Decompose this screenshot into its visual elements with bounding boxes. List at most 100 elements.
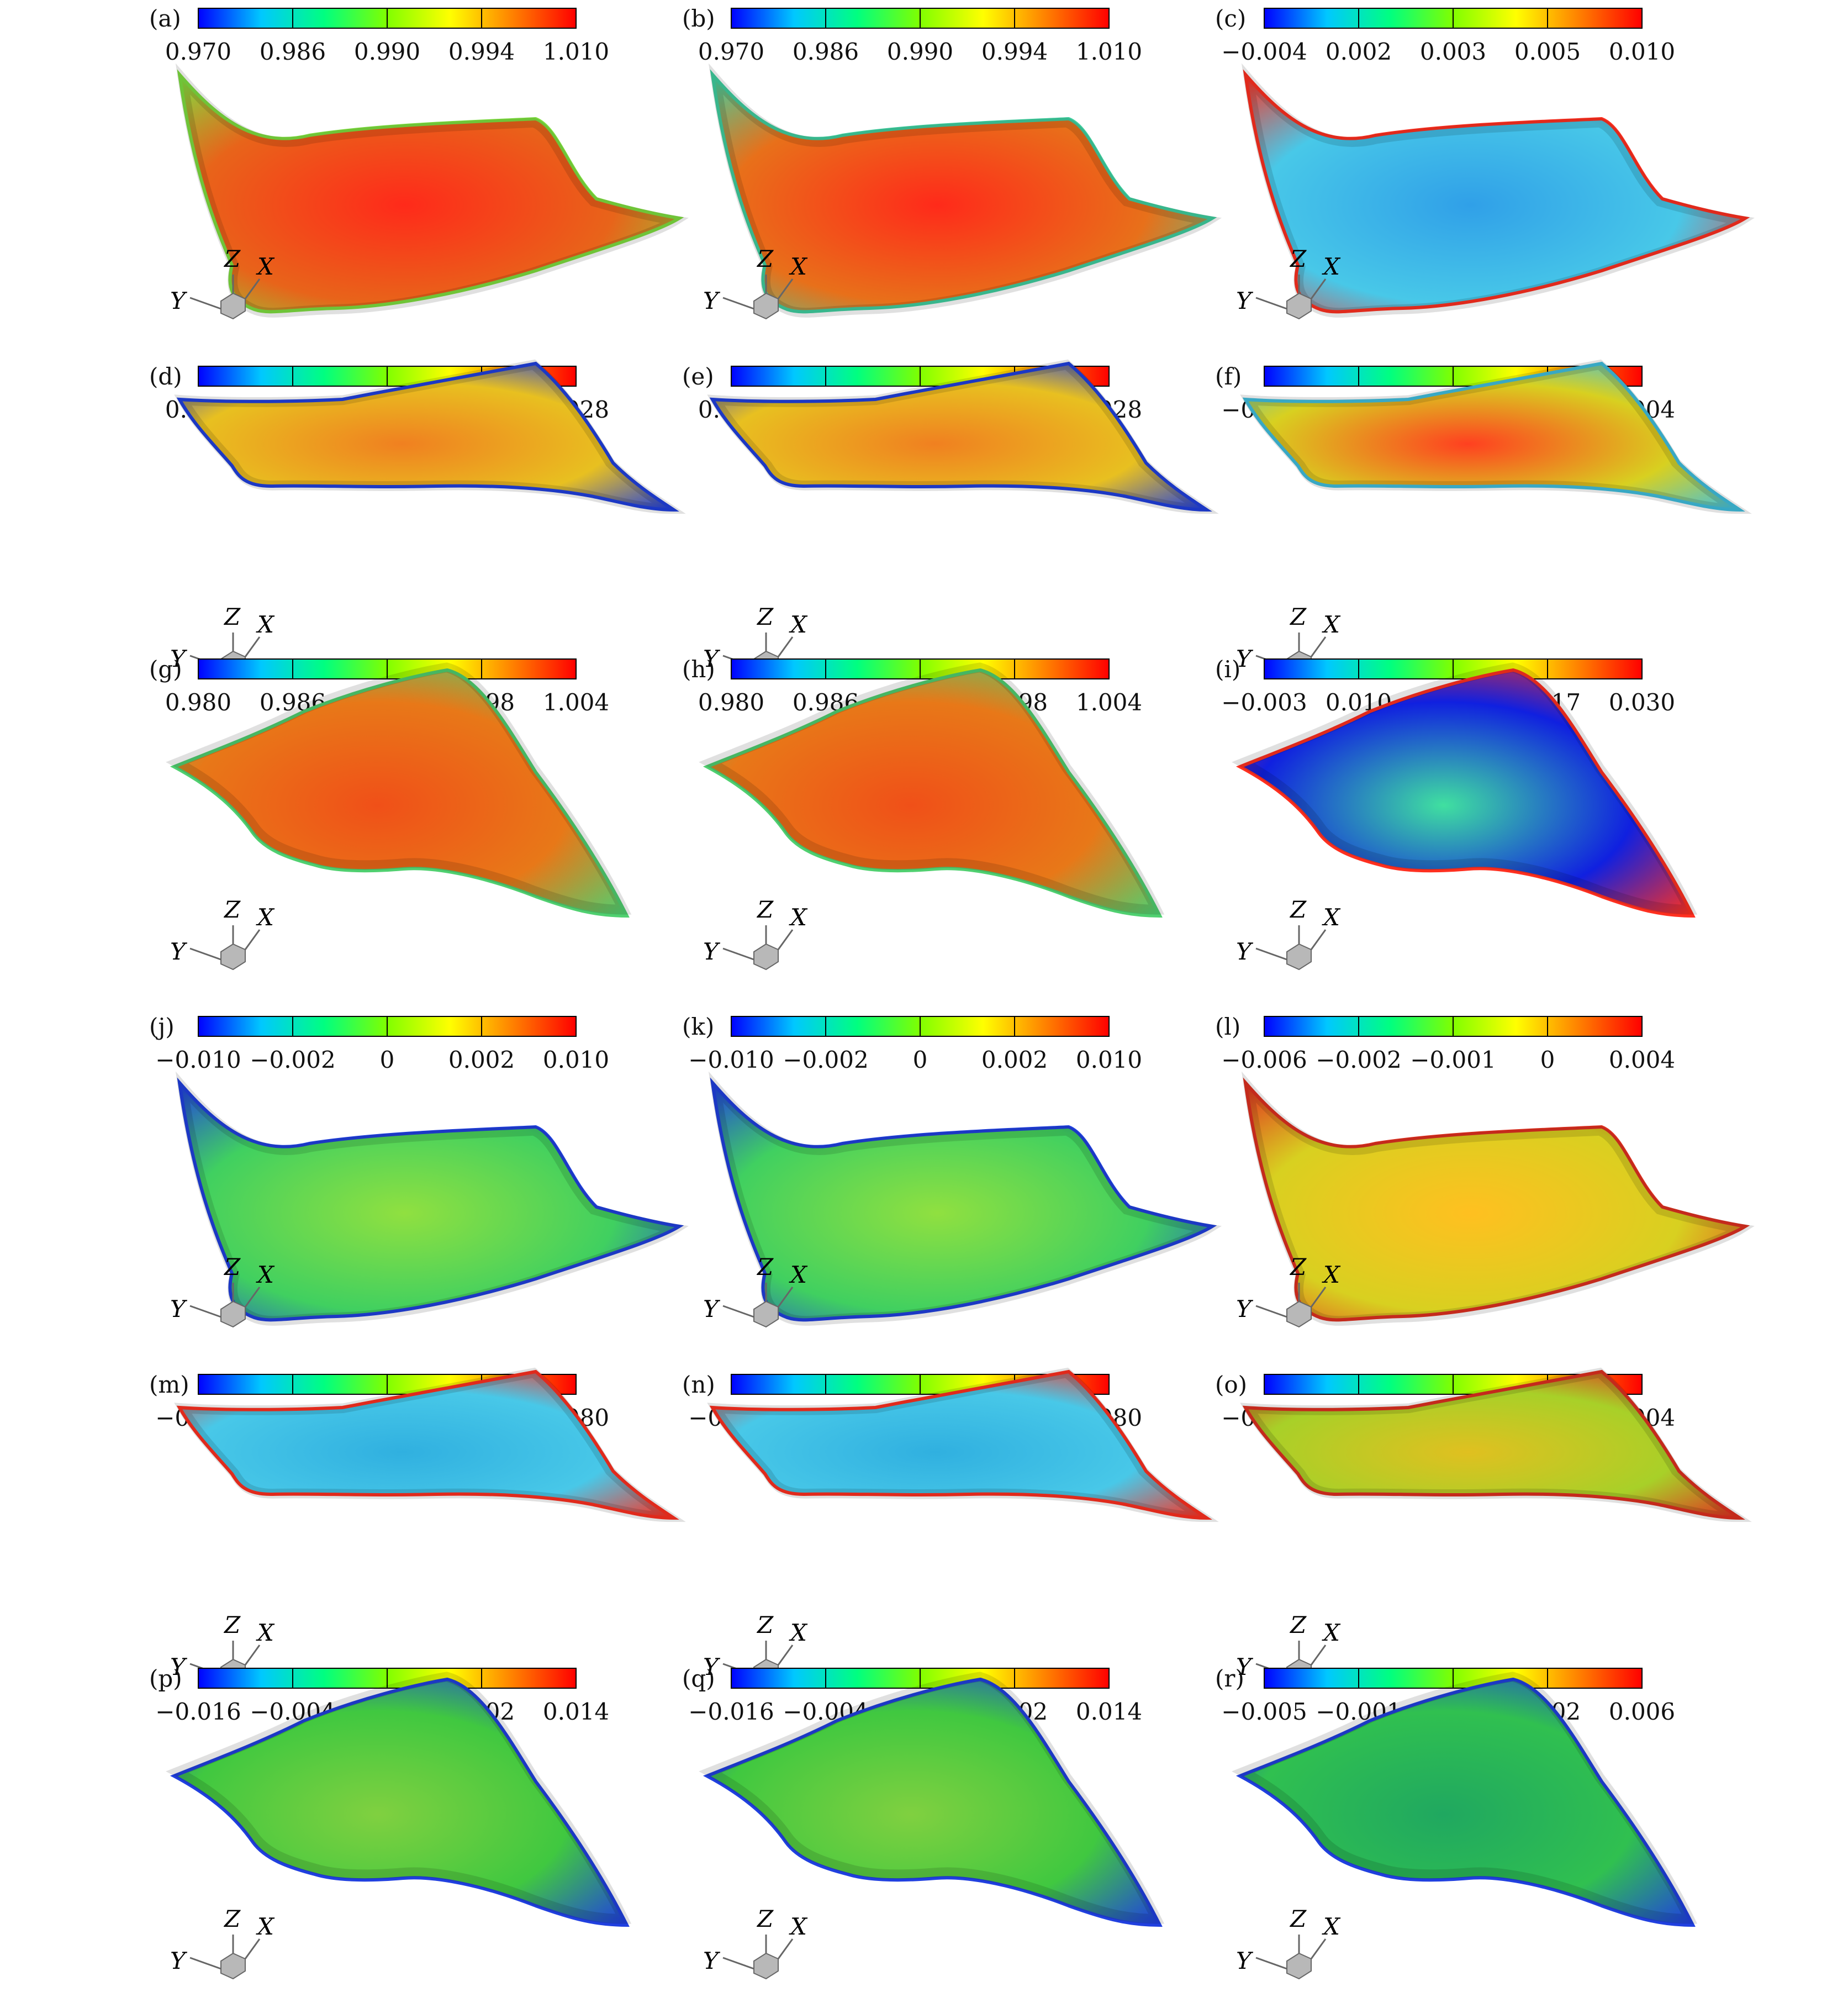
colorbar-tick-labels: 0.970 0.986 0.990 0.994 1.010 <box>682 39 1212 66</box>
x-axis-label: X <box>1322 1913 1341 1940</box>
y-axis-label: Y <box>703 645 721 672</box>
axis-triad: Z X Y <box>170 1253 275 1328</box>
y-axis-line <box>722 947 754 961</box>
colorbar-tick-label: −0.006 <box>1221 1046 1307 1073</box>
x-axis-label: X <box>256 253 275 280</box>
colorbar-tick-label: −0.002 <box>250 1046 336 1073</box>
manta-body <box>1235 1677 1696 1927</box>
body-shading <box>707 359 1219 514</box>
y-axis-line <box>722 1305 754 1318</box>
body-shading <box>166 1672 632 1924</box>
x-axis-label: X <box>256 1913 275 1940</box>
axis-triad: Z X Y <box>170 245 275 320</box>
axis-triad: Z X Y <box>1236 1611 1341 1686</box>
panel-label: (m) <box>149 1371 189 1398</box>
colorbar-tick-label: 0.970 <box>165 38 232 65</box>
body-shading <box>708 63 1222 318</box>
colorbar-tick-label: 0.002 <box>448 1046 515 1073</box>
x-axis-line <box>1310 636 1327 657</box>
manta-body <box>170 1677 630 1927</box>
axis-triad: Z X Y <box>703 1905 808 1980</box>
x-axis-label: X <box>1322 904 1341 931</box>
y-axis-label: Y <box>170 1653 188 1680</box>
x-axis-line <box>244 929 261 950</box>
x-axis-line <box>1310 1287 1327 1308</box>
colorbar-tick-labels: −0.010 −0.002 0 0.002 0.010 <box>149 1047 679 1074</box>
z-axis-label: Z <box>223 1905 241 1932</box>
colorbar-tick-label: 0.006 <box>1608 1698 1676 1725</box>
axis-cube-icon <box>220 1300 246 1328</box>
panel-label: (i) <box>1215 656 1241 683</box>
panel-label: (d) <box>149 363 182 390</box>
panel-label: (f) <box>1215 363 1242 390</box>
axis-triad: Z X Y <box>1236 603 1341 678</box>
y-axis-label: Y <box>170 938 188 965</box>
panel-b: (b) 0.970 0.986 0.990 0.994 1.010 Z X Y <box>682 6 1222 348</box>
x-axis-label: X <box>256 611 275 638</box>
x-axis-line <box>777 929 794 950</box>
axis-triad: Z X Y <box>703 1611 808 1686</box>
colorbar-tick-label: 0.010 <box>1075 1046 1143 1073</box>
colorbar-tick-label: 0.980 <box>698 689 765 716</box>
manta-body <box>176 361 679 512</box>
x-axis-label: X <box>256 1619 275 1646</box>
colorbar <box>1264 1668 1643 1689</box>
x-axis-label: X <box>789 611 808 638</box>
panel-e: (e)0.9470.9790.9880.9961.028ZXY <box>682 359 1219 706</box>
manta-body <box>170 668 630 918</box>
colorbar-tick-label: 0.010 <box>1608 38 1676 65</box>
z-axis-label: Z <box>756 245 774 272</box>
body-shading <box>166 662 632 915</box>
colorbar-tick-labels: −0.010 −0.002 0 0.002 0.010 <box>682 1047 1212 1074</box>
panel-label: (q) <box>682 1665 715 1692</box>
colorbar <box>731 8 1110 29</box>
panel-label: (a) <box>149 5 181 32</box>
colorbar-tick-label: −0.016 <box>155 1698 241 1725</box>
panel-label: (c) <box>1215 5 1247 32</box>
colorbar-tick-label: 0.986 <box>792 38 859 65</box>
x-axis-line <box>777 1645 794 1666</box>
x-axis-line <box>1310 929 1327 950</box>
colorbar-tick-label: −0.003 <box>1221 689 1307 716</box>
panel-label: (h) <box>682 656 715 683</box>
axis-cube-icon <box>220 943 246 971</box>
y-axis-label: Y <box>1236 1947 1254 1974</box>
panel-l: (l) −0.006 −0.002 −0.001 0 0.004 Z X Y <box>1215 1014 1755 1356</box>
colorbar <box>198 8 577 29</box>
colorbar-tick-label: −0.016 <box>688 1698 774 1725</box>
manta-body <box>703 1677 1163 1927</box>
colorbar-tick-label: 1.004 <box>1075 689 1143 716</box>
y-axis-line <box>722 1957 754 1970</box>
x-axis-line <box>244 1645 261 1666</box>
y-axis-label: Y <box>703 1653 721 1680</box>
colorbar-tick-label: 0.030 <box>1608 689 1676 716</box>
y-axis-line <box>189 947 221 961</box>
panel-j: (j) −0.010 −0.002 0 0.002 0.010 Z X Y <box>149 1014 689 1356</box>
y-axis-label: Y <box>1236 1295 1254 1322</box>
colorbar-tick-label: −0.002 <box>783 1046 869 1073</box>
y-axis-label: Y <box>170 1947 188 1974</box>
z-axis-label: Z <box>756 1611 774 1638</box>
colorbar-tick-label: −0.004 <box>1221 38 1307 65</box>
body-shading <box>1232 662 1698 915</box>
manta-body <box>709 1369 1212 1520</box>
surface-plot <box>166 662 632 918</box>
colorbar-tick-label: 0.003 <box>1419 38 1487 65</box>
x-axis-line <box>244 636 261 657</box>
body-shading <box>699 1672 1165 1924</box>
axis-triad: Z X Y <box>170 603 275 678</box>
surface-plot <box>174 359 686 514</box>
body-shading <box>1240 359 1752 514</box>
z-axis-label: Z <box>223 603 241 630</box>
manta-body <box>1242 361 1745 512</box>
x-axis-line <box>1310 278 1327 299</box>
colorbar-tick-label: 0.002 <box>1325 38 1392 65</box>
y-axis-label: Y <box>703 287 721 314</box>
colorbar-tick-label: 0 <box>379 1046 395 1073</box>
x-axis-line <box>244 1287 261 1308</box>
